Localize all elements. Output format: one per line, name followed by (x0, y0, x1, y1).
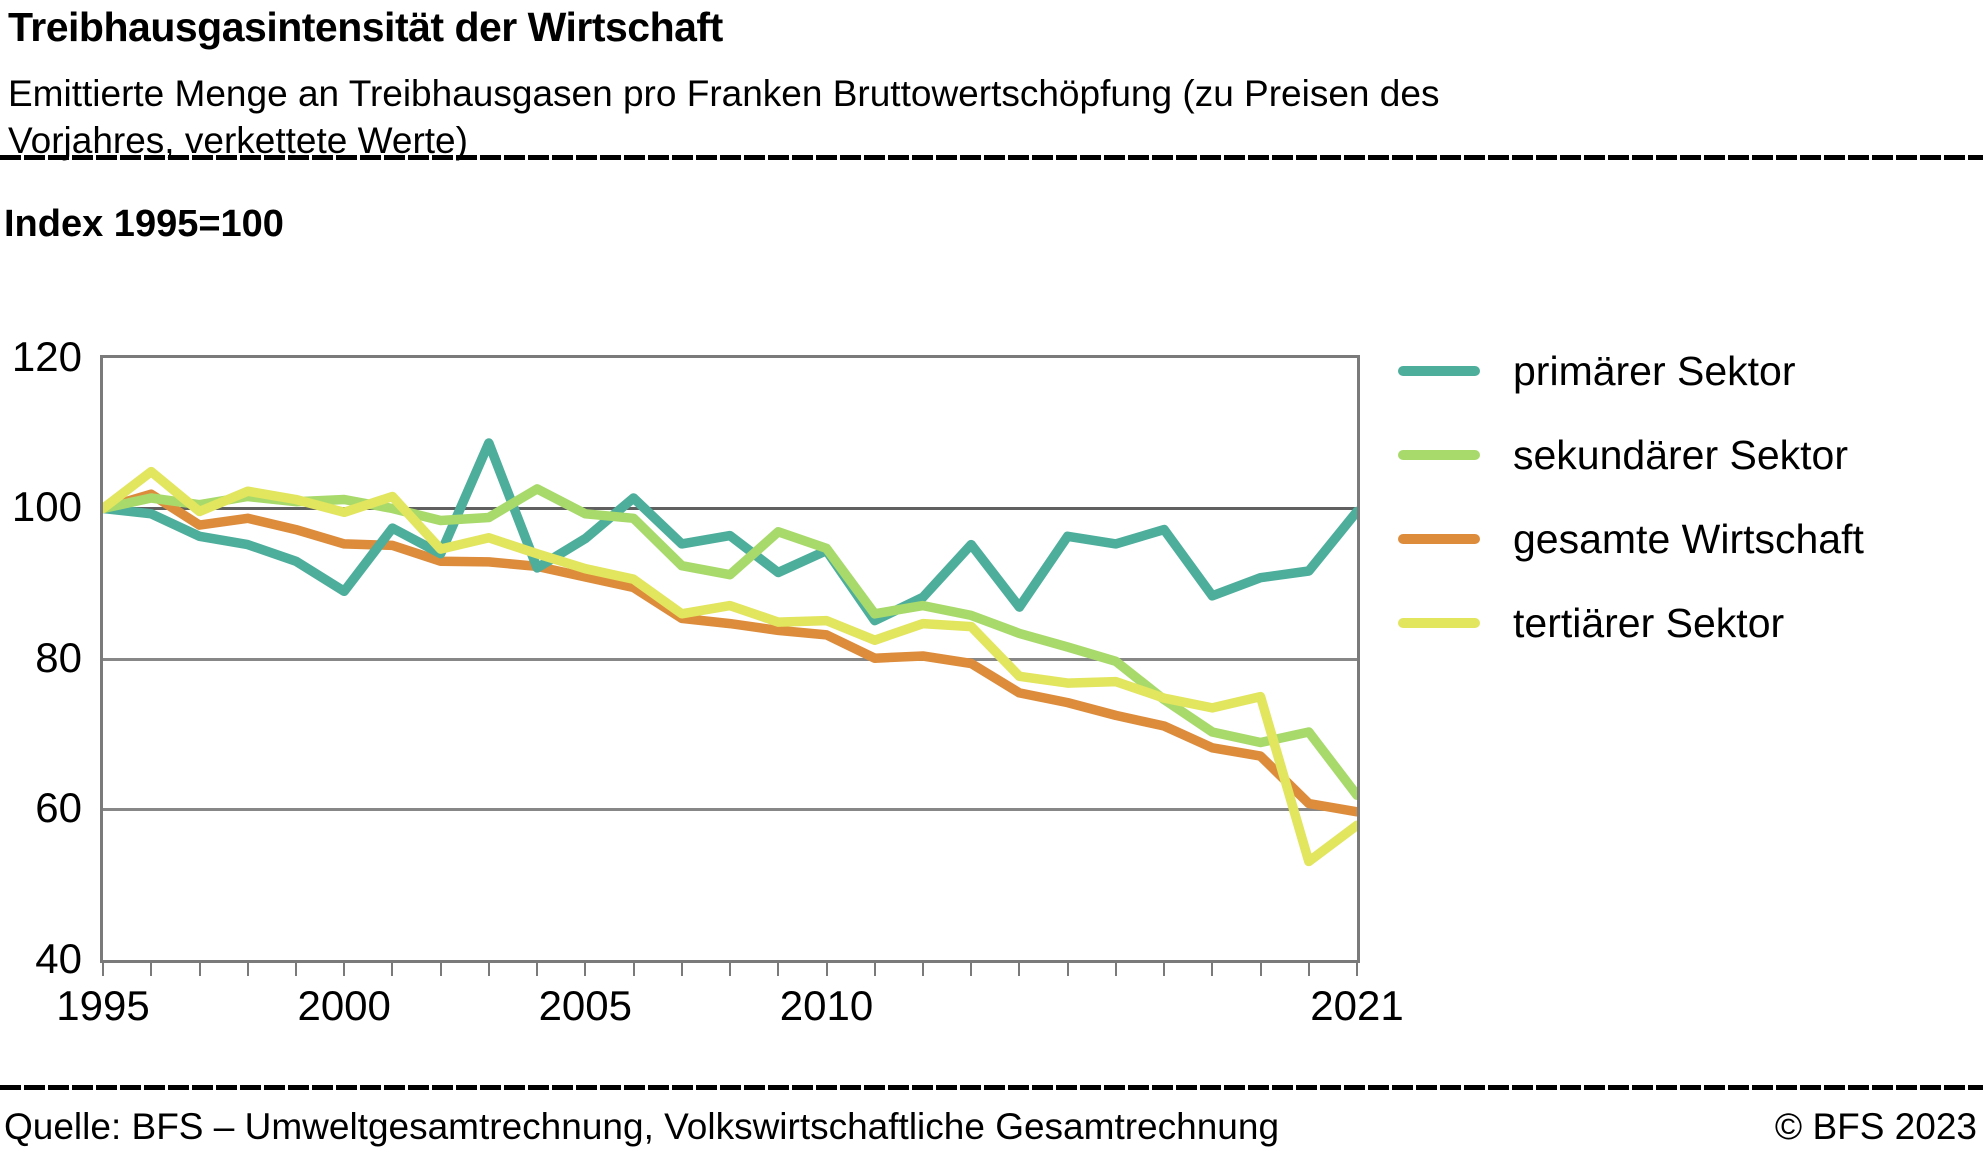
x-tick (680, 963, 683, 976)
x-tick (777, 963, 780, 976)
legend-label: primärer Sektor (1513, 348, 1796, 394)
series-line (103, 466, 1357, 867)
page-title: Treibhausgasintensität der Wirtschaft (8, 4, 723, 50)
header-divider (0, 155, 1983, 160)
legend-item-sekundaer: sekundärer Sektor (1398, 430, 1958, 480)
x-tick (632, 963, 635, 976)
footer-divider (0, 1085, 1983, 1090)
source-note: Quelle: BFS – Umweltgesamtrechnung, Volk… (4, 1106, 1280, 1147)
x-tick (1163, 963, 1166, 976)
x-tick (102, 963, 104, 976)
x-tick (729, 963, 731, 976)
legend-swatch (1398, 450, 1480, 460)
x-tick (1211, 963, 1214, 976)
x-tick (391, 963, 394, 976)
x-tick (536, 963, 539, 976)
x-tick (1259, 963, 1262, 976)
x-tick (825, 963, 828, 976)
series-line (103, 489, 1357, 817)
x-tick-label-2000: 2000 (297, 982, 391, 1029)
y-tick-label-60: 60 (35, 784, 82, 831)
plot-area (100, 355, 1360, 963)
x-tick (198, 963, 201, 976)
legend-label: tertiärer Sektor (1513, 600, 1785, 646)
legend-swatch (1398, 618, 1480, 628)
legend-swatch (1398, 534, 1480, 544)
legend-item-primaer: primärer Sektor (1398, 346, 1958, 396)
x-tick (343, 963, 346, 976)
gridline-60 (103, 808, 1357, 811)
x-tick (584, 963, 587, 976)
y-tick-label-80: 80 (35, 633, 82, 681)
x-tick (1018, 963, 1021, 976)
x-tick (150, 963, 153, 976)
x-tick (1307, 963, 1310, 976)
y-tick-label-120: 120 (11, 332, 82, 380)
x-tick (873, 963, 876, 976)
x-tick-label-1995: 1995 (56, 982, 150, 1029)
x-tick (970, 963, 973, 976)
y-tick-label-100: 100 (11, 483, 82, 530)
x-tick (921, 963, 924, 976)
x-tick (1356, 963, 1358, 976)
legend-swatch (1398, 366, 1480, 376)
series-lines (103, 438, 1357, 867)
x-tick (246, 963, 249, 976)
copyright-note: © BFS 2023 (1774, 1106, 1977, 1147)
legend-item-gesamt: gesamte Wirtschaft (1398, 514, 1958, 564)
x-tick (1066, 963, 1069, 976)
x-tick-label-2010: 2010 (779, 982, 874, 1029)
y-tick-label-40: 40 (35, 934, 82, 982)
x-tick (487, 963, 490, 976)
x-tick-label-2021: 2021 (1310, 982, 1404, 1029)
legend-label: sekundärer Sektor (1513, 432, 1849, 478)
legend-label: gesamte Wirtschaft (1513, 516, 1864, 562)
subtitle-line-1: Emittierte Menge an Treibhausgasen pro F… (8, 73, 1440, 114)
x-tick (439, 963, 442, 976)
page-subtitle: Emittierte Menge an Treibhausgasen pro F… (8, 70, 1439, 164)
x-tick (294, 963, 297, 976)
x-tick-label-2005: 2005 (538, 982, 633, 1029)
subtitle-line-2: Vorjahres, verkettete Werte) (8, 120, 468, 161)
series-line (103, 438, 1357, 626)
gridline-80 (103, 657, 1357, 661)
y-axis-unit-label: Index 1995=100 (4, 203, 284, 245)
x-tick (1114, 963, 1117, 976)
legend-item-tertiaer: tertiärer Sektor (1398, 598, 1958, 648)
plot-inner (103, 358, 1357, 960)
gridline-100 (103, 507, 1357, 510)
